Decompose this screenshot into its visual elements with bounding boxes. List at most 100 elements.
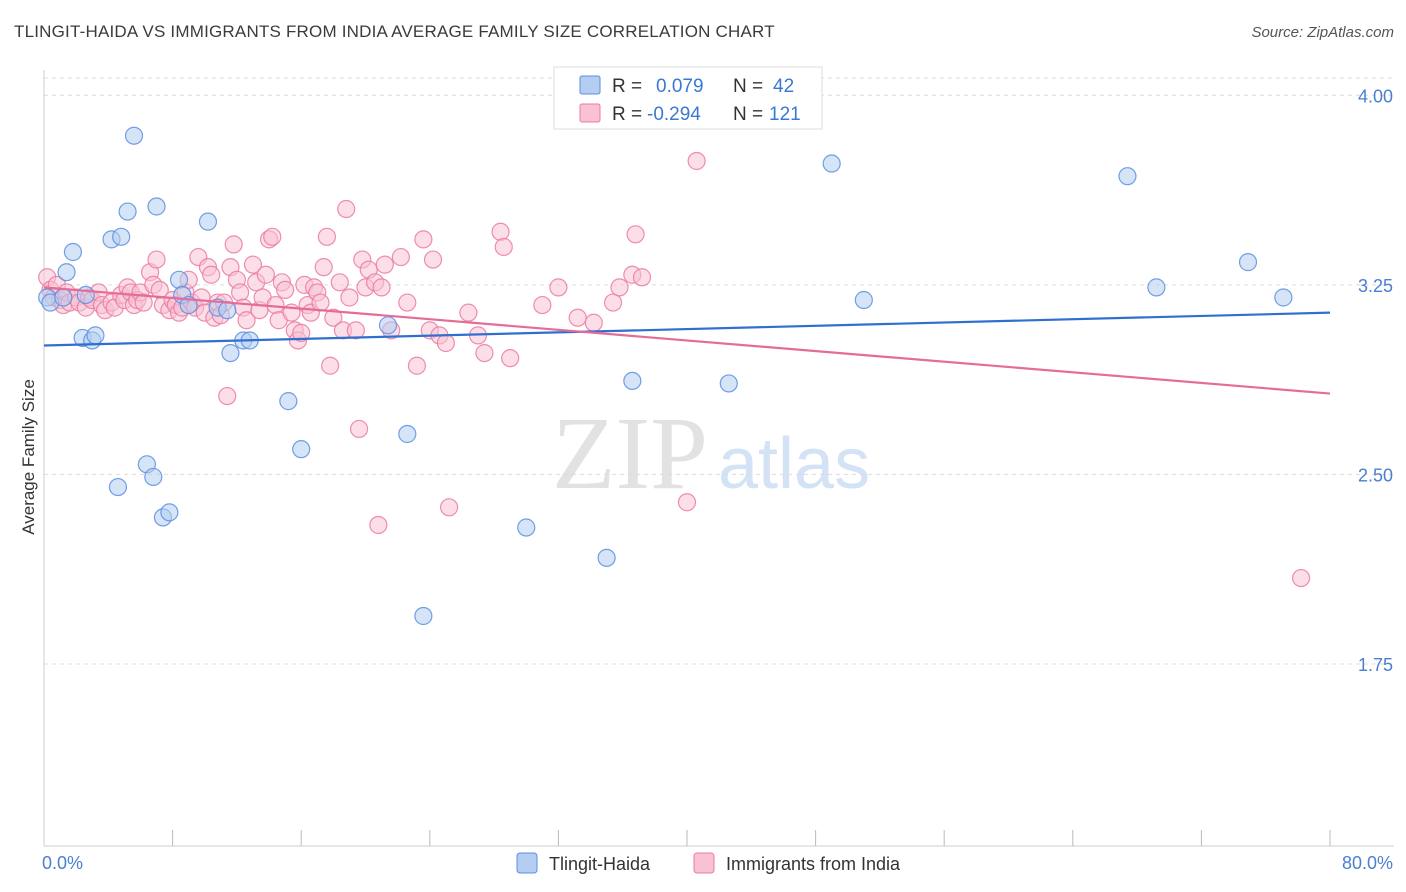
point-india (243, 255, 263, 274)
point-india (375, 255, 394, 274)
point-tlingit (169, 270, 189, 289)
correlation-legend: R = 0.079 N = 42 R = -0.294 N = 121 (553, 66, 823, 130)
point-tlingit (854, 290, 873, 310)
point-india (330, 273, 349, 292)
y-tick-label: 4.00 (1358, 86, 1393, 106)
point-tlingit (414, 606, 433, 626)
point-india (533, 295, 552, 315)
trend-line-tlingit (43, 311, 1331, 347)
point-india (324, 308, 343, 327)
point-india (491, 222, 510, 241)
point-india (237, 311, 256, 330)
point-india (414, 230, 433, 249)
point-tlingit (517, 518, 536, 537)
point-india (501, 349, 520, 368)
y-tick-labels: 1.75 2.50 3.25 4.00 (1358, 86, 1393, 675)
legend-r-label: R = (612, 76, 647, 97)
point-india (147, 250, 166, 269)
point-india (603, 293, 623, 312)
point-india (494, 237, 513, 257)
watermark-zip: ZIP (552, 396, 708, 511)
point-tlingit (160, 503, 179, 522)
point-india (224, 235, 243, 254)
trend-lines (43, 286, 1331, 395)
point-india (687, 151, 706, 171)
watermark-atlas: atlas (718, 424, 870, 504)
point-india (398, 293, 417, 312)
point-tlingit (124, 126, 144, 145)
bottom-swatch-tlingit (516, 852, 538, 874)
source-label: Source: ZipAtlas.com (1251, 24, 1394, 41)
legend-r-tlingit: 0.079 (656, 76, 704, 97)
x-label-min: 0.0% (42, 853, 83, 873)
point-tlingit (147, 197, 166, 216)
point-tlingit (1118, 167, 1137, 186)
x-ticks (172, 830, 1331, 846)
x-label-max: 80.0% (1342, 853, 1393, 873)
point-india (423, 250, 443, 269)
bottom-swatch-india (693, 852, 715, 874)
point-india (337, 199, 356, 219)
point-tlingit (1147, 278, 1166, 297)
point-tlingit (118, 202, 137, 221)
point-india (626, 225, 645, 244)
legend-n-label: N = (733, 104, 768, 125)
point-tlingit (623, 371, 642, 391)
point-india (475, 344, 494, 363)
point-tlingit (144, 467, 163, 487)
point-tlingit (822, 154, 841, 173)
point-india (292, 323, 311, 342)
point-india (218, 386, 237, 406)
point-india (256, 265, 275, 284)
point-india (1291, 568, 1311, 588)
point-tlingit (86, 326, 105, 345)
legend-n-india: 121 (769, 104, 801, 125)
point-india (549, 278, 568, 297)
point-tlingit (198, 212, 218, 231)
legend-swatch-tlingit (579, 75, 601, 95)
chart-title: TLINGIT-HAIDA VS IMMIGRANTS FROM INDIA A… (14, 22, 775, 41)
point-tlingit (221, 344, 240, 363)
point-tlingit (1238, 253, 1258, 272)
point-india (407, 356, 427, 375)
trend-line-india (43, 286, 1331, 395)
point-india (632, 268, 652, 287)
gridlines (44, 77, 1394, 665)
point-tlingit (218, 301, 237, 320)
bottom-label-india: Immigrants from India (726, 854, 901, 874)
point-india (369, 515, 388, 535)
point-india (340, 288, 359, 307)
point-india (317, 227, 337, 246)
y-tick-label: 3.25 (1358, 276, 1393, 296)
point-india (321, 356, 340, 375)
point-india (263, 227, 282, 246)
point-tlingit (597, 548, 616, 567)
point-india (459, 303, 478, 322)
point-india (372, 278, 391, 297)
y-tick-label: 2.50 (1358, 465, 1393, 485)
point-tlingit (719, 374, 738, 393)
point-tlingit (1274, 288, 1293, 307)
point-india (231, 283, 250, 302)
point-india (314, 258, 333, 277)
point-india (346, 321, 365, 340)
legend-n-tlingit: 42 (773, 76, 794, 97)
point-india (276, 280, 295, 300)
point-india (439, 498, 459, 517)
point-tlingit (398, 424, 417, 444)
point-india (349, 419, 369, 439)
point-tlingit (292, 440, 311, 459)
legend-n-label: N = (733, 76, 768, 97)
bottom-label-tlingit: Tlingit-Haida (549, 854, 651, 874)
point-tlingit (279, 392, 298, 411)
point-india (391, 247, 410, 267)
point-tlingit (378, 316, 398, 335)
point-india (610, 278, 629, 297)
series-legend: Tlingit-Haida Immigrants from India (516, 852, 901, 874)
y-axis-label: Average Family Size (19, 379, 38, 535)
point-tlingit (108, 477, 128, 497)
data-points (38, 126, 1311, 626)
